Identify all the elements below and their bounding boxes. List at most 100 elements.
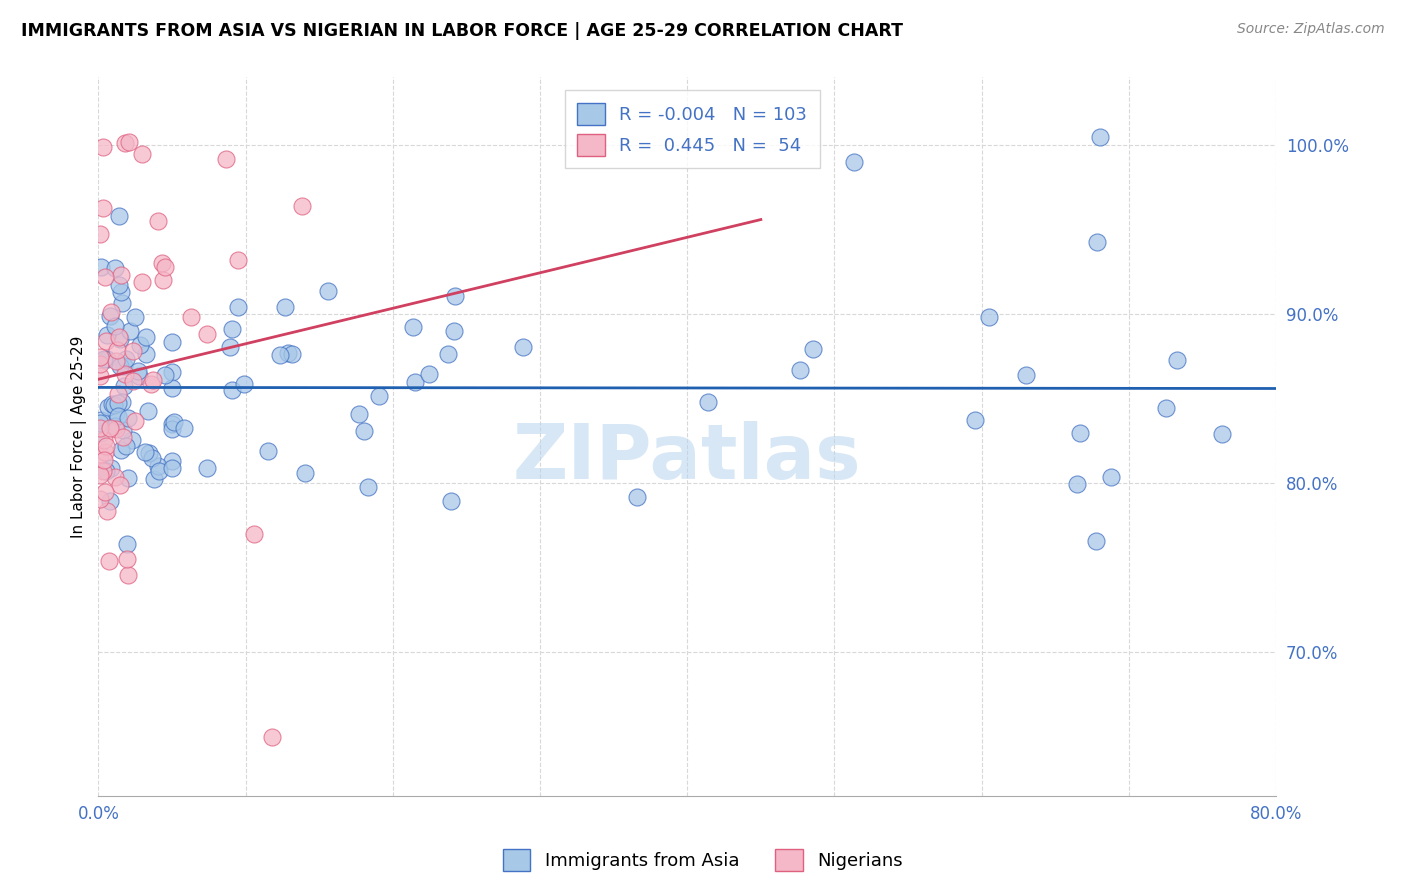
Point: [104, 319, 127, 334]
Point: [143, 472, 166, 486]
Point: [128, 369, 150, 384]
Point: [243, 526, 266, 541]
Point: [91, 464, 114, 478]
Point: [114, 368, 136, 382]
Point: [93, 433, 115, 447]
Point: [697, 395, 720, 409]
Point: [89, 358, 111, 372]
Point: [121, 374, 143, 388]
Point: [801, 342, 824, 356]
Point: [114, 439, 136, 453]
Point: [844, 155, 866, 169]
Point: [89, 491, 111, 506]
Point: [93, 201, 115, 215]
Point: [131, 146, 153, 161]
Point: [104, 354, 127, 368]
Point: [98, 421, 121, 435]
Point: [96, 504, 118, 518]
Point: [136, 404, 159, 418]
Point: [155, 260, 177, 274]
Point: [100, 461, 122, 475]
Point: [131, 275, 153, 289]
Point: [107, 396, 129, 410]
Point: [107, 387, 129, 401]
Point: [977, 310, 1000, 324]
Point: [1085, 235, 1108, 249]
Text: ZIPatlas: ZIPatlas: [513, 421, 862, 495]
Point: [89, 350, 111, 364]
Point: [180, 310, 202, 325]
Point: [96, 352, 118, 367]
Point: [90, 426, 112, 441]
Point: [163, 415, 186, 429]
Point: [353, 424, 375, 438]
Point: [148, 458, 170, 473]
Point: [294, 467, 316, 481]
Point: [138, 446, 160, 460]
Point: [118, 135, 141, 149]
Point: [107, 209, 129, 223]
Point: [1088, 129, 1111, 144]
Point: [89, 227, 111, 242]
Point: [218, 340, 240, 354]
Point: [134, 444, 156, 458]
Point: [257, 444, 280, 458]
Point: [173, 420, 195, 434]
Point: [110, 268, 132, 282]
Point: [93, 445, 115, 459]
Point: [221, 383, 243, 397]
Point: [277, 346, 299, 360]
Point: [89, 420, 111, 434]
Point: [160, 454, 183, 468]
Point: [1015, 368, 1038, 382]
Point: [135, 347, 157, 361]
Point: [89, 368, 111, 383]
Point: [150, 256, 173, 270]
Point: [160, 334, 183, 349]
Point: [105, 405, 128, 419]
Point: [110, 285, 132, 299]
Point: [368, 389, 391, 403]
Point: [96, 327, 118, 342]
Point: [142, 373, 165, 387]
Point: [127, 364, 149, 378]
Point: [111, 394, 134, 409]
Point: [357, 480, 380, 494]
Point: [94, 269, 117, 284]
Y-axis label: In Labor Force | Age 25-29: In Labor Force | Age 25-29: [72, 335, 87, 538]
Point: [269, 347, 291, 361]
Point: [112, 423, 135, 437]
Point: [121, 433, 143, 447]
Point: [100, 304, 122, 318]
Point: [98, 494, 121, 508]
Point: [436, 347, 458, 361]
Legend: Immigrants from Asia, Nigerians: Immigrants from Asia, Nigerians: [496, 842, 910, 879]
Point: [963, 413, 986, 427]
Point: [89, 417, 111, 431]
Point: [1085, 533, 1108, 548]
Point: [152, 272, 174, 286]
Point: [105, 422, 128, 436]
Point: [1069, 425, 1091, 440]
Text: IMMIGRANTS FROM ASIA VS NIGERIAN IN LABOR FORCE | AGE 25-29 CORRELATION CHART: IMMIGRANTS FROM ASIA VS NIGERIAN IN LABO…: [21, 22, 903, 40]
Point: [160, 417, 183, 432]
Point: [110, 359, 132, 373]
Point: [112, 359, 135, 373]
Point: [135, 330, 157, 344]
Point: [98, 309, 121, 323]
Point: [512, 340, 534, 354]
Point: [129, 338, 152, 352]
Point: [105, 343, 128, 357]
Point: [418, 367, 440, 381]
Point: [112, 379, 135, 393]
Point: [89, 447, 111, 461]
Point: [141, 451, 163, 466]
Point: [155, 368, 177, 382]
Point: [94, 485, 117, 500]
Point: [160, 422, 183, 436]
Point: [226, 301, 249, 315]
Point: [94, 334, 117, 348]
Point: [233, 376, 256, 391]
Point: [93, 352, 115, 367]
Point: [90, 260, 112, 274]
